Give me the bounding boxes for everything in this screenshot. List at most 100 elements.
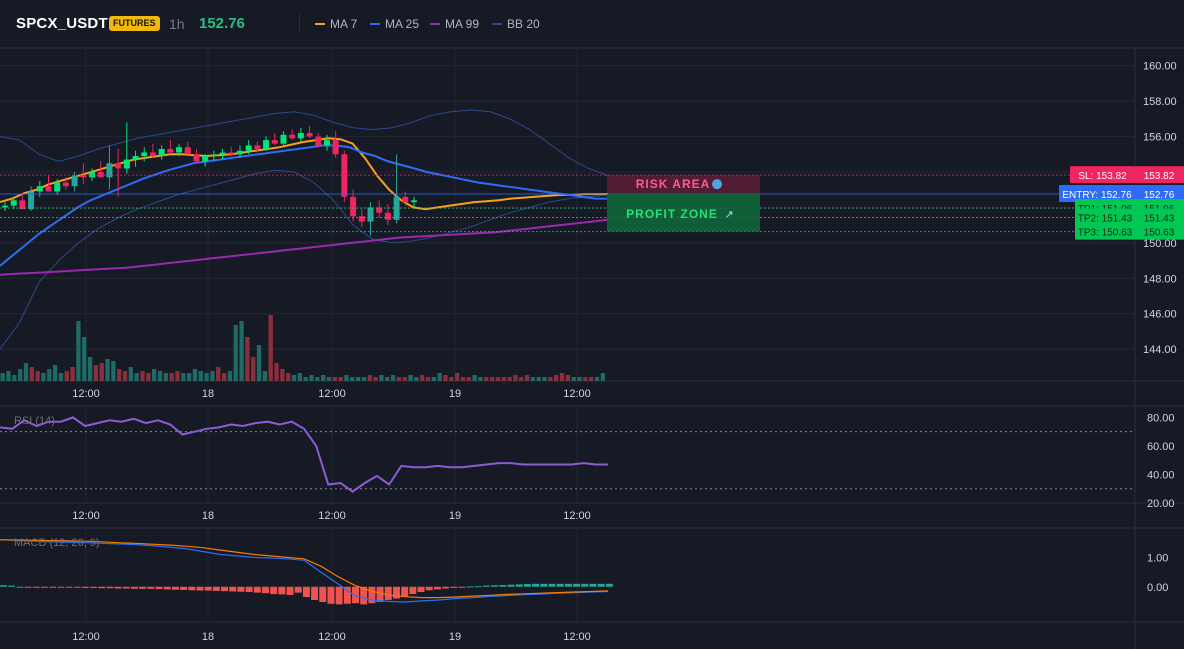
volume-bar — [542, 377, 547, 381]
macd-histogram-bar — [155, 586, 163, 590]
volume-bar — [82, 337, 87, 381]
time-tick-label: 12:00 — [72, 388, 100, 400]
volume-bar — [157, 371, 163, 381]
price-tick-label: 148.00 — [1143, 273, 1177, 285]
legend-bb20[interactable]: BB 20 — [492, 17, 540, 31]
volume-bar — [548, 377, 553, 381]
macd-histogram-bar — [114, 586, 122, 589]
candle-body — [176, 147, 183, 153]
macd-histogram-bar — [605, 583, 613, 587]
symbol-title[interactable]: SPCX_USDT — [16, 15, 108, 32]
volume-bar — [600, 373, 605, 381]
level-tag — [1075, 222, 1135, 240]
macd-histogram-bar — [180, 586, 188, 590]
volume-bar — [425, 377, 431, 381]
volume-bar — [420, 375, 425, 381]
volume-bar — [105, 359, 110, 381]
volume-bar — [501, 377, 506, 381]
volume-bar — [379, 375, 384, 381]
volume-bar — [513, 375, 518, 381]
macd-histogram-bar — [507, 584, 515, 587]
volume-bar — [565, 375, 571, 381]
volume-bar — [408, 375, 413, 381]
time-tick-label: 12:00 — [563, 388, 591, 400]
macd-histogram-bar — [73, 586, 81, 588]
macd-histogram-bar — [343, 586, 351, 604]
volume-bar — [29, 367, 34, 381]
macd-histogram-bar — [106, 586, 114, 589]
volume-bar — [87, 357, 93, 381]
volume-bar — [233, 325, 238, 381]
volume-bar — [524, 375, 530, 381]
legend-ma25[interactable]: MA 25 — [370, 17, 419, 31]
legend-ma99[interactable]: MA 99 — [430, 17, 479, 31]
volume-bar — [437, 373, 442, 381]
candle-body — [332, 140, 339, 155]
volume-bar — [583, 377, 588, 381]
rsi-tick-label: 60.00 — [1147, 441, 1175, 453]
macd-histogram-bar — [253, 586, 261, 593]
volume-bar — [262, 371, 268, 381]
macd-histogram-bar — [302, 586, 310, 598]
macd-histogram-bar — [401, 586, 409, 597]
ma7-line — [0, 137, 609, 211]
volume-bar — [320, 375, 326, 381]
profit-zone-label: PROFIT ZONE — [626, 207, 718, 221]
volume-bar — [402, 377, 407, 381]
volume-bar — [332, 377, 337, 381]
volume-bar — [589, 377, 594, 381]
time-tick-label: 12:00 — [563, 631, 591, 643]
volume-bar — [390, 375, 396, 381]
macd-signal-line — [0, 539, 609, 599]
volume-bar — [64, 371, 69, 381]
macd-histogram-bar — [417, 586, 425, 593]
candle-body — [28, 191, 35, 210]
volume-bar — [507, 377, 512, 381]
volume-bar — [134, 373, 139, 381]
candle-body — [263, 140, 270, 149]
macd-histogram-bar — [188, 586, 196, 591]
legend-ma7[interactable]: MA 7 — [315, 17, 357, 31]
chart-header: SPCX_USDT FUTURES 1h 152.76 MA 7 MA 25 M… — [0, 0, 1184, 48]
candle-body — [411, 200, 417, 203]
candle-body — [228, 152, 235, 155]
macd-histogram-bar — [499, 584, 507, 587]
legend-label-bb20: BB 20 — [507, 17, 540, 31]
volume-bar — [76, 321, 81, 381]
volume-bar — [181, 373, 186, 381]
volume-bar — [227, 371, 233, 381]
macd-histogram-bar — [564, 583, 572, 587]
macd-histogram-bar — [311, 586, 319, 600]
macd-line — [0, 539, 609, 603]
candle-body — [236, 150, 243, 155]
macd-histogram-bar — [474, 586, 482, 588]
profit-zone — [607, 193, 760, 232]
macd-histogram-bar — [122, 586, 130, 589]
price-tick-label: 146.00 — [1143, 309, 1177, 321]
candle-body — [132, 156, 139, 160]
volume-bar — [192, 369, 198, 381]
macd-histogram-bar — [49, 586, 57, 588]
macd-histogram-bar — [212, 586, 220, 591]
macd-histogram-bar — [229, 586, 237, 592]
volume-bar — [52, 365, 58, 381]
volume-bar — [385, 377, 390, 381]
macd-histogram-bar — [368, 586, 376, 604]
volume-bar — [12, 375, 17, 381]
candle-body — [62, 182, 69, 187]
level-tag — [1075, 208, 1135, 226]
volume-bar — [268, 315, 273, 381]
macd-histogram-bar — [515, 584, 523, 587]
timeframe-label[interactable]: 1h — [169, 16, 185, 32]
macd-histogram-bar — [139, 586, 147, 589]
macd-histogram-bar — [98, 586, 106, 589]
candle-body — [297, 133, 304, 139]
volume-bar — [274, 363, 279, 381]
volume-bar — [472, 375, 477, 381]
macd-histogram-bar — [286, 586, 294, 595]
macd-histogram-bar — [270, 586, 278, 595]
legend-swatch-ma25 — [370, 22, 380, 25]
volume-bar — [41, 373, 46, 381]
